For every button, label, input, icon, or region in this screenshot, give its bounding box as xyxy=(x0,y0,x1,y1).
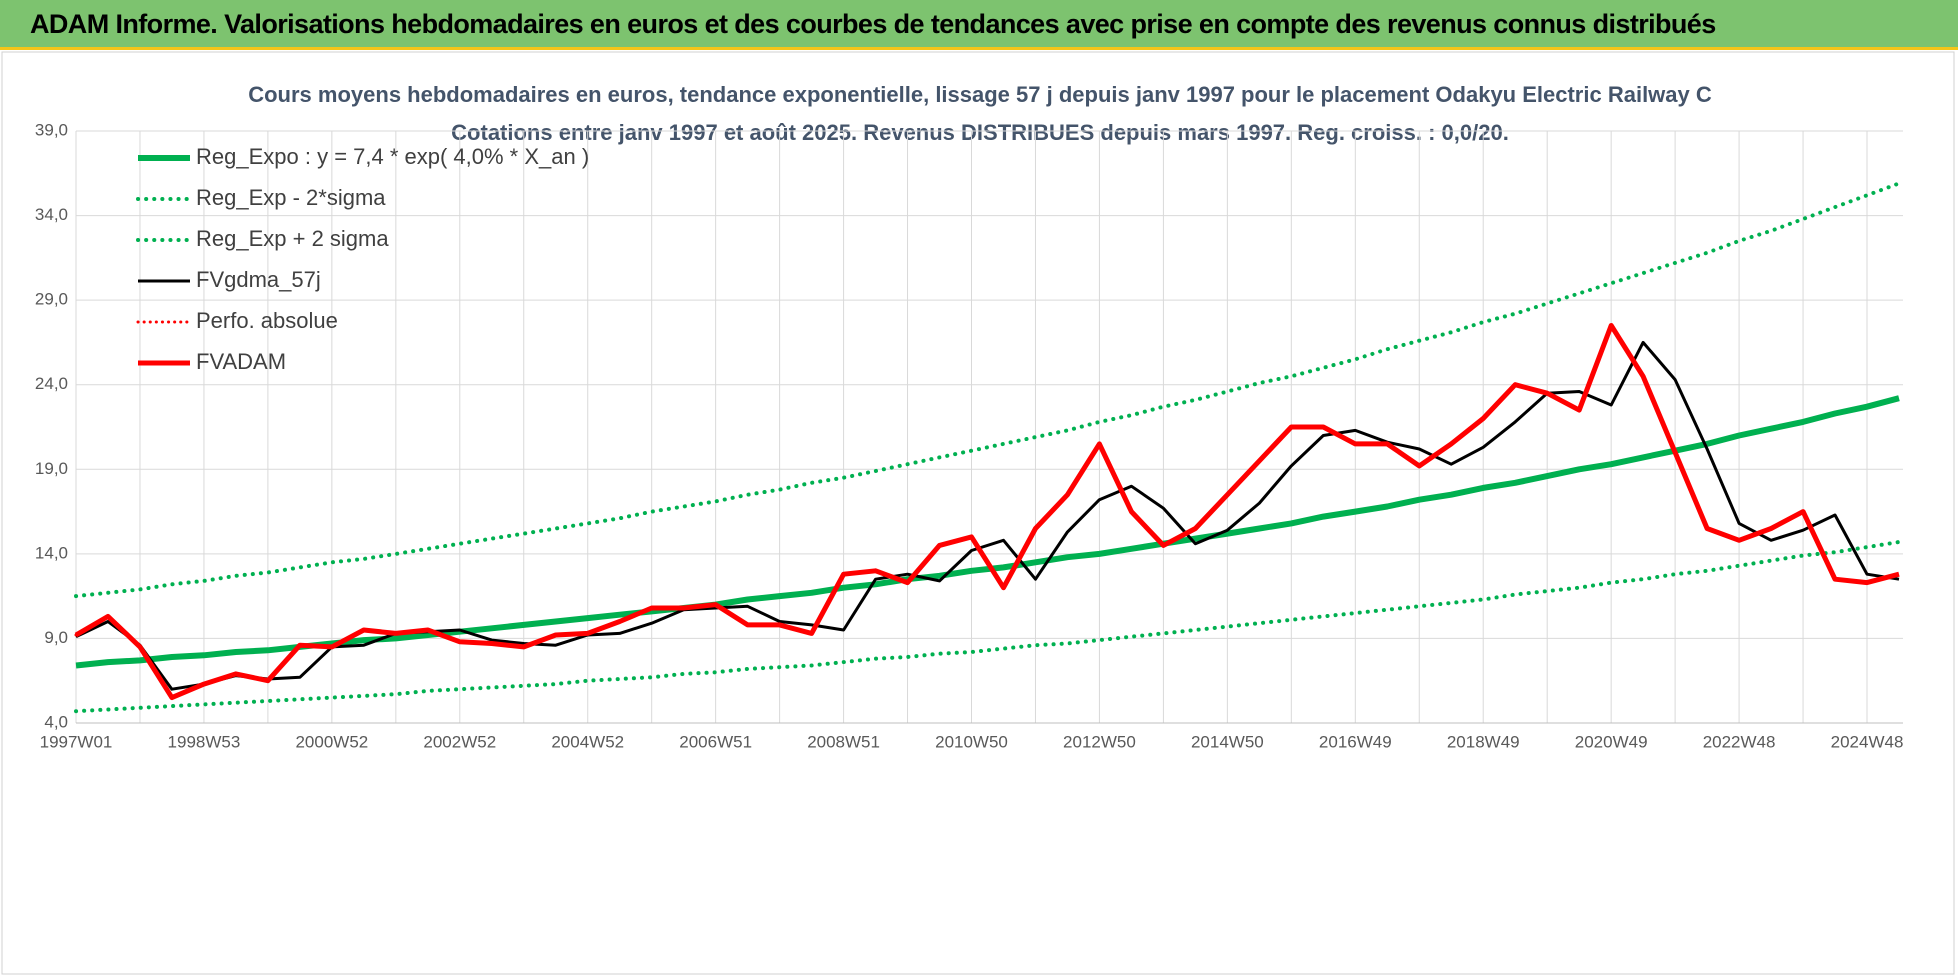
x-tick-label: 1997W01 xyxy=(40,732,113,751)
series-line xyxy=(74,323,1900,701)
chart-subtitle: Cotations entre janv 1997 et août 2025. … xyxy=(451,120,1509,145)
x-tick-label: 2004W52 xyxy=(551,732,624,751)
series-line xyxy=(74,540,1901,714)
x-tick-label: 2018W49 xyxy=(1447,732,1520,751)
x-tick-label: 2020W49 xyxy=(1575,732,1648,751)
y-tick-label: 39,0 xyxy=(35,120,68,139)
chart: Cours moyens hebdomadaires en euros, ten… xyxy=(1,51,1955,975)
x-tick-label: 2006W51 xyxy=(679,732,752,751)
legend-label: Perfo. absolue xyxy=(196,308,338,333)
legend-label: FVgdma_57j xyxy=(196,267,321,292)
header: ADAM Informe. Valorisations hebdomadaire… xyxy=(0,0,1958,50)
y-tick-label: 19,0 xyxy=(35,459,68,478)
legend-label: FVADAM xyxy=(196,349,286,374)
header-title: ADAM Informe. Valorisations hebdomadaire… xyxy=(30,9,1716,39)
series-line xyxy=(74,181,1901,599)
y-tick-label: 29,0 xyxy=(35,290,68,309)
legend-label: Reg_Exp + 2 sigma xyxy=(196,226,389,251)
y-tick-label: 34,0 xyxy=(35,205,68,224)
x-tick-label: 1998W53 xyxy=(168,732,241,751)
chart-title: Cours moyens hebdomadaires en euros, ten… xyxy=(248,82,1712,107)
x-tick-label: 2016W49 xyxy=(1319,732,1392,751)
chart-frame xyxy=(1,51,1955,975)
legend-label: Reg_Exp - 2*sigma xyxy=(196,185,386,210)
y-tick-label: 24,0 xyxy=(35,374,68,393)
y-tick-label: 4,0 xyxy=(44,712,68,731)
series-line xyxy=(75,340,1900,691)
x-tick-label: 2012W50 xyxy=(1063,732,1136,751)
y-tick-label: 14,0 xyxy=(35,543,68,562)
x-tick-label: 2000W52 xyxy=(295,732,368,751)
x-tick-label: 2024W48 xyxy=(1831,732,1904,751)
x-tick-label: 2010W50 xyxy=(935,732,1008,751)
x-tick-label: 2002W52 xyxy=(423,732,496,751)
y-tick-label: 9,0 xyxy=(44,628,68,647)
x-tick-label: 2008W51 xyxy=(807,732,880,751)
legend-label: Reg_Expo : y = 7,4 * exp( 4,0% * X_an ) xyxy=(196,144,589,169)
x-tick-label: 2014W50 xyxy=(1191,732,1264,751)
x-tick-label: 2022W48 xyxy=(1703,732,1776,751)
